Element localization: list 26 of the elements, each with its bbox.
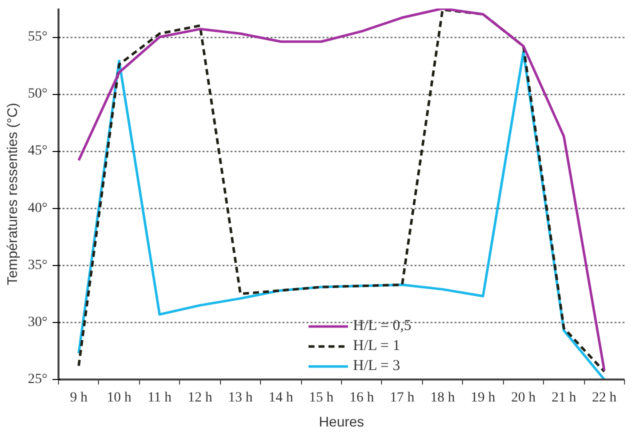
y-tick-label: 55°	[28, 30, 48, 45]
y-tick-label: 25°	[28, 372, 48, 387]
x-tick-label: 19 h	[470, 390, 496, 406]
x-tick-label: 11 h	[148, 390, 172, 406]
x-tick-label: 18 h	[430, 390, 455, 406]
y-tick-label: 30°	[28, 314, 48, 330]
y-tick-label: 50°	[28, 86, 48, 102]
y-tick-label: 35°	[28, 258, 48, 273]
x-axis-title: Heures	[318, 414, 364, 430]
x-tick-label: 12 h	[188, 390, 212, 406]
legend-label: H/L = 0,5	[353, 318, 412, 334]
x-tick-label: 16 h	[349, 390, 374, 406]
x-tick-label: 13 h	[228, 390, 253, 406]
x-tick-label: 20 h	[511, 390, 536, 406]
y-axis-title: Températures ressenties (°C)	[4, 102, 20, 286]
x-tick-label: 17 h	[390, 390, 414, 406]
x-tick-label: 15 h	[309, 390, 334, 406]
legend-label: H/L = 3	[353, 358, 400, 374]
legend-label: H/L = 1	[353, 338, 400, 354]
x-tick-label: 21 h	[552, 390, 576, 406]
x-tick-label: 14 h	[268, 390, 294, 406]
y-tick-label: 45°	[28, 144, 48, 159]
x-tick-label: 22 h	[592, 390, 617, 406]
x-tick-label: 9 h	[70, 390, 88, 406]
y-tick-label: 40°	[28, 200, 48, 216]
x-tick-label: 10 h	[106, 390, 132, 406]
